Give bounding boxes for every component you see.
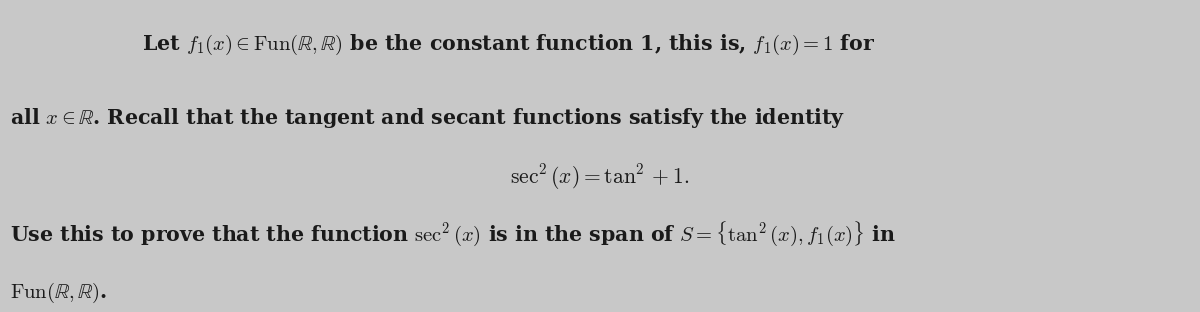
Text: $\sec^2(x) = \tan^2 +1.$: $\sec^2(x) = \tan^2 +1.$ bbox=[510, 162, 690, 192]
Text: Use this to prove that the function $\sec^2(x)$ is in the span of $S = \{\tan^2(: Use this to prove that the function $\se… bbox=[10, 220, 896, 248]
Text: all $x \in \mathbb{R}$. Recall that the tangent and secant functions satisfy the: all $x \in \mathbb{R}$. Recall that the … bbox=[10, 106, 845, 130]
Text: Let $f_1(x) \in \mathrm{Fun}(\mathbb{R}, \mathbb{R})$ be the constant function 1: Let $f_1(x) \in \mathrm{Fun}(\mathbb{R},… bbox=[142, 33, 875, 57]
Text: $\mathrm{Fun}(\mathbb{R}, \mathbb{R})$.: $\mathrm{Fun}(\mathbb{R}, \mathbb{R})$. bbox=[10, 281, 107, 305]
